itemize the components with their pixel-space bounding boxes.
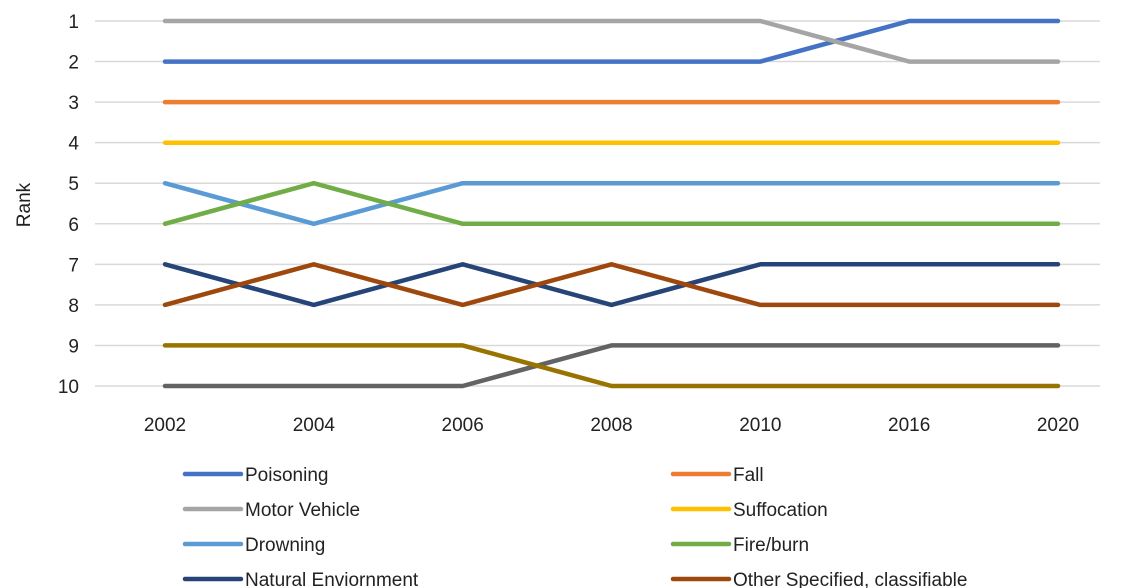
x-tick-label: 2004 <box>293 415 336 436</box>
series-line-4 <box>162 180 1061 227</box>
legend-label: Drowning <box>245 535 325 556</box>
y-axis-ticks: 1 2 3 4 5 6 7 8 9 10 <box>58 12 80 398</box>
y-tick-label: 5 <box>68 174 79 195</box>
x-axis-ticks: 2002 2004 2006 2008 2010 2016 2020 <box>144 415 1079 436</box>
x-tick-label: 2016 <box>888 415 930 436</box>
y-tick-label: 7 <box>68 255 79 276</box>
series-line-0 <box>162 18 1061 64</box>
x-tick-label: 2020 <box>1037 415 1079 436</box>
series-line-2 <box>162 18 1061 64</box>
legend-label: Other Specified, classifiable <box>733 570 967 588</box>
x-tick-label: 2006 <box>442 415 484 436</box>
y-axis-label: Rank <box>14 182 35 227</box>
legend-label: Fall <box>733 465 764 486</box>
legend-label: Natural Enviornment <box>245 570 419 588</box>
series-line-7 <box>162 262 1061 308</box>
series-line-8 <box>162 343 1061 389</box>
x-tick-label: 2008 <box>590 415 632 436</box>
legend-label: Motor Vehicle <box>245 500 360 521</box>
y-tick-label: 9 <box>68 336 79 357</box>
x-tick-label: 2002 <box>144 415 186 436</box>
legend: Poisoning Fall Motor Vehicle Suffocation Dro… <box>182 465 967 588</box>
series-line-9 <box>162 343 1061 389</box>
y-tick-label: 3 <box>68 93 79 114</box>
series-line-5 <box>162 180 1061 227</box>
y-tick-label: 4 <box>68 134 79 155</box>
x-tick-label: 2010 <box>739 415 781 436</box>
y-tick-label: 8 <box>68 296 79 317</box>
series-lines <box>162 18 1061 389</box>
series-line-6 <box>162 262 1061 308</box>
y-tick-label: 10 <box>58 377 79 398</box>
y-tick-label: 1 <box>68 12 79 33</box>
y-tick-label: 6 <box>68 215 79 236</box>
legend-label: Fire/burn <box>733 535 809 556</box>
y-tick-label: 2 <box>68 53 79 74</box>
legend-label: Suffocation <box>733 500 828 521</box>
legend-label: Poisoning <box>245 465 328 486</box>
